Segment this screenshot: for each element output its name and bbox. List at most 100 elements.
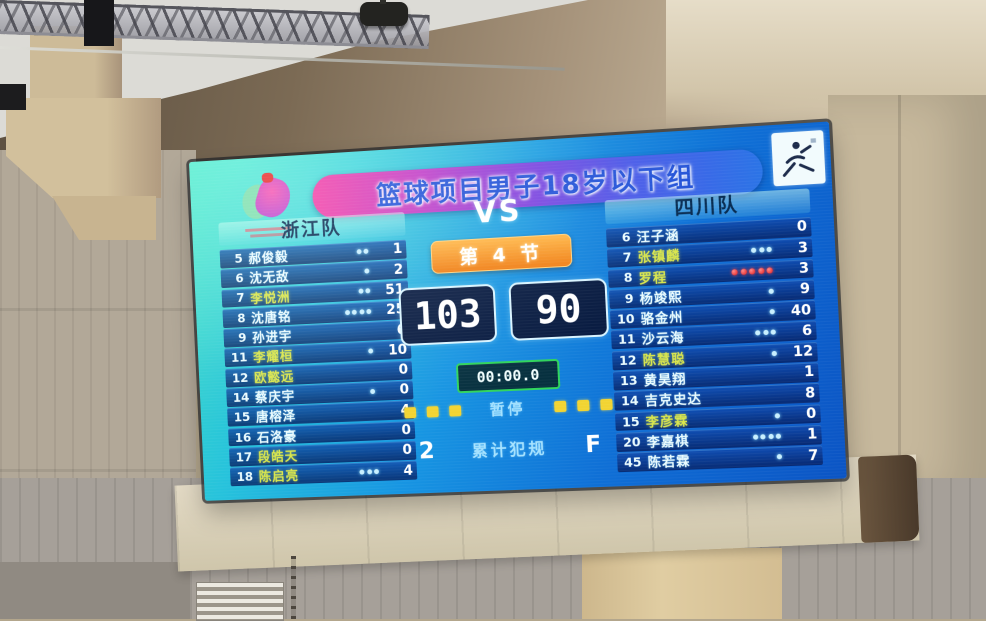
lower-wall-shadow bbox=[0, 562, 190, 619]
foul-dots bbox=[359, 469, 380, 475]
player-points: 9 bbox=[799, 280, 811, 298]
player-number: 14 bbox=[232, 389, 250, 405]
player-number: 13 bbox=[619, 372, 638, 389]
player-number: 15 bbox=[233, 409, 251, 425]
foul-dots bbox=[769, 309, 775, 315]
player-name: 陈若霖 bbox=[647, 454, 691, 472]
player-name: 张镇麟 bbox=[637, 248, 681, 267]
foul-dots bbox=[370, 388, 376, 395]
player-number: 5 bbox=[234, 250, 244, 266]
player-name: 吉克史达 bbox=[644, 392, 703, 410]
player-points: 40 bbox=[790, 301, 812, 320]
player-name: 李彦霖 bbox=[645, 413, 689, 431]
player-points: 6 bbox=[801, 322, 813, 340]
foul-dots bbox=[755, 329, 776, 336]
player-name: 孙进宇 bbox=[251, 329, 293, 347]
player-number: 16 bbox=[234, 429, 252, 445]
lower-column bbox=[582, 548, 782, 619]
foul-dots bbox=[771, 350, 777, 356]
player-number: 9 bbox=[237, 330, 247, 346]
player-number: 6 bbox=[235, 270, 245, 286]
player-number: 20 bbox=[622, 433, 642, 450]
away-timeout-indicators bbox=[553, 398, 613, 412]
player-number: 7 bbox=[622, 249, 632, 266]
player-name: 李嘉棋 bbox=[646, 433, 690, 451]
foul-dots bbox=[364, 268, 370, 274]
away-player-list: 6 汪子涵 0 7 张镇麟 3 8 罗程 3 9 杨竣熙 9 10 骆金州 40 11 沙云海 6 12… bbox=[605, 217, 824, 473]
team-fouls-label: 累计犯规 bbox=[471, 438, 548, 461]
home-team-fouls: 2 bbox=[418, 438, 436, 465]
home-score: 103 bbox=[398, 283, 498, 347]
player-number: 11 bbox=[230, 349, 248, 366]
player-points: 1 bbox=[806, 426, 818, 444]
home-timeout-indicators bbox=[404, 404, 462, 418]
player-name: 郝俊毅 bbox=[248, 250, 289, 267]
player-number: 17 bbox=[235, 449, 253, 465]
player-name: 蔡庆宇 bbox=[254, 389, 296, 406]
player-name: 沈无敌 bbox=[249, 270, 290, 287]
player-points: 0 bbox=[796, 218, 808, 236]
capital-step bbox=[6, 98, 161, 198]
player-name: 石洛豪 bbox=[256, 429, 298, 446]
away-team-fouls: F bbox=[584, 431, 602, 459]
player-name: 汪子涵 bbox=[636, 228, 680, 246]
wall-fixture bbox=[0, 84, 26, 110]
player-name: 骆金州 bbox=[640, 310, 684, 328]
foul-dots bbox=[752, 433, 782, 440]
player-number: 6 bbox=[621, 229, 631, 245]
player-number: 12 bbox=[231, 369, 249, 386]
player-number: 9 bbox=[624, 290, 634, 307]
ladder bbox=[291, 556, 296, 619]
player-points: 3 bbox=[798, 260, 810, 278]
player-number: 8 bbox=[623, 269, 633, 286]
foul-dots bbox=[356, 248, 369, 255]
timeout-row: 暂停 bbox=[404, 397, 613, 420]
player-name: 陈慧聪 bbox=[642, 351, 686, 369]
score-panel: 103 90 bbox=[398, 277, 610, 347]
player-number: 14 bbox=[620, 392, 640, 409]
timeout-label: 暂停 bbox=[489, 398, 526, 419]
center-panel: VS 第 4 节 103 90 00:00.0 暂停 2 累计犯规 F bbox=[393, 174, 616, 484]
foul-dots bbox=[774, 412, 781, 419]
player-number: 7 bbox=[236, 290, 245, 306]
player-number: 8 bbox=[236, 310, 246, 326]
team-fouls-row: 2 累计犯规 F bbox=[406, 431, 615, 465]
player-number: 45 bbox=[623, 454, 643, 471]
player-number: 10 bbox=[616, 310, 635, 327]
foul-dots bbox=[768, 288, 774, 294]
foul-dots bbox=[368, 348, 374, 354]
player-name: 欧懿远 bbox=[253, 369, 295, 387]
player-name: 罗程 bbox=[638, 270, 668, 287]
player-name: 段皓天 bbox=[257, 449, 299, 466]
hanging-fixture bbox=[84, 0, 114, 46]
vs-label: VS bbox=[472, 193, 524, 230]
scoreboard-screen: 篮球项目男子18岁以下组 浙江队 5 郝俊毅 1 6 沈无敌 2 7 李悦洲 51 8 沈唐铭… bbox=[188, 121, 847, 501]
fascia-end-cap bbox=[857, 454, 920, 543]
player-points: 12 bbox=[792, 343, 814, 361]
vent-grille bbox=[196, 582, 284, 621]
player-name: 唐榕泽 bbox=[255, 409, 297, 426]
player-name: 沙云海 bbox=[641, 331, 685, 349]
player-name: 陈启亮 bbox=[258, 469, 300, 486]
player-points: 1 bbox=[803, 364, 815, 381]
player-number: 11 bbox=[617, 331, 636, 348]
foul-dots bbox=[344, 308, 372, 315]
right-wall bbox=[828, 95, 986, 495]
away-team-column: 四川队 6 汪子涵 0 7 张镇麟 3 8 罗程 3 9 杨竣熙 9 10 骆金州 40 11 沙云海… bbox=[604, 188, 824, 473]
capital-step bbox=[52, 196, 156, 240]
away-score: 90 bbox=[508, 277, 610, 341]
player-number: 12 bbox=[618, 351, 637, 368]
player-points: 8 bbox=[804, 384, 816, 402]
player-name: 杨竣熙 bbox=[639, 290, 683, 308]
event-logo-icon bbox=[771, 130, 826, 187]
player-points: 0 bbox=[805, 405, 817, 423]
foul-dots bbox=[731, 267, 773, 276]
spotlight bbox=[360, 0, 408, 26]
player-points: 3 bbox=[797, 239, 809, 257]
pillar-capital bbox=[6, 26, 166, 241]
game-clock: 00:00.0 bbox=[455, 358, 561, 394]
player-name: 李悦洲 bbox=[250, 289, 291, 307]
player-name: 李耀桓 bbox=[252, 349, 294, 367]
